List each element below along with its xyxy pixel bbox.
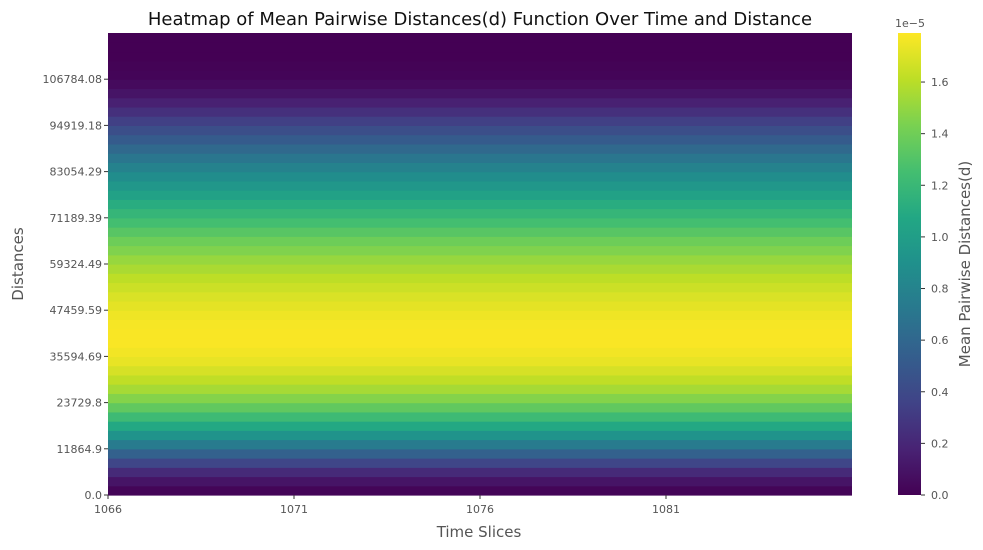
heatmap-row-27	[108, 236, 852, 247]
y-tick-label: 0.0	[85, 489, 103, 502]
heatmap-row-22	[108, 282, 852, 293]
chart-title: Heatmap of Mean Pairwise Distances(d) Fu…	[148, 9, 812, 30]
heatmap-row-31	[108, 199, 852, 210]
y-tick-label: 47459.59	[50, 304, 103, 317]
heatmap-row-32	[108, 190, 852, 200]
heatmap-row-3	[108, 458, 852, 468]
heatmap-row-30	[108, 208, 852, 219]
heatmap-row-39	[108, 125, 852, 136]
heatmap-row-14	[108, 356, 852, 367]
y-tick-label: 23729.8	[57, 397, 103, 410]
colorbar-tick-label: 0.6	[931, 334, 949, 347]
heatmap-row-5	[108, 439, 852, 450]
heatmap-row-29	[108, 217, 852, 228]
heatmap-row-18	[108, 319, 852, 330]
heatmap-row-15	[108, 347, 852, 357]
heatmap-row-4	[108, 448, 852, 459]
heatmap-row-46	[108, 60, 852, 71]
heatmap-row-19	[108, 310, 852, 321]
colorbar-tick-label: 0.2	[931, 437, 949, 450]
heatmap-row-44	[108, 79, 852, 90]
x-tick-label: 1076	[466, 503, 494, 516]
heatmap-row-17	[108, 328, 852, 339]
heatmap-row-43	[108, 88, 852, 99]
heatmap-row-35	[108, 162, 852, 173]
heatmap-row-2	[108, 467, 852, 478]
heatmap-row-25	[108, 254, 852, 265]
colorbar-tick-label: 0.4	[931, 386, 949, 399]
x-axis-ticks: 1066 1071 1076 1081	[94, 495, 680, 516]
heatmap-row-12	[108, 374, 852, 385]
heatmap-row-36	[108, 153, 852, 163]
heatmap-row-40	[108, 116, 852, 126]
heatmap-row-42	[108, 97, 852, 108]
x-tick-label: 1081	[652, 503, 680, 516]
heatmap-row-9	[108, 402, 852, 413]
heatmap-row-41	[108, 106, 852, 117]
y-axis-label: Distances	[9, 227, 27, 301]
x-tick-label: 1071	[280, 503, 308, 516]
heatmap-cells	[108, 33, 852, 496]
colorbar-tick-label: 1.0	[931, 231, 949, 244]
heatmap-row-24	[108, 264, 852, 274]
heatmap-row-13	[108, 365, 852, 376]
y-axis-ticks: 0.0 11864.9 23729.8 35594.69 47459.59 59324.4…	[43, 73, 108, 502]
colorbar-tick-label: 0.0	[931, 489, 949, 502]
heatmap-row-48	[108, 42, 852, 53]
colorbar-gradient	[898, 33, 921, 495]
heatmap-row-26	[108, 245, 852, 256]
heatmap-row-20	[108, 300, 852, 311]
heatmap-row-0	[108, 485, 852, 496]
x-axis-label: Time Slices	[436, 523, 522, 541]
heatmap-row-49	[108, 33, 852, 43]
y-tick-label: 59324.49	[50, 258, 103, 271]
heatmap-row-1	[108, 476, 852, 487]
y-tick-label: 83054.29	[50, 166, 103, 179]
colorbar-tick-label: 1.2	[931, 179, 949, 192]
heatmap-row-28	[108, 227, 852, 237]
y-tick-label: 94919.18	[50, 119, 103, 132]
heatmap-row-7	[108, 421, 852, 431]
colorbar-tick-label: 1.6	[931, 76, 949, 89]
heatmap-row-45	[108, 69, 852, 80]
heatmap-row-23	[108, 273, 852, 284]
colorbar-label: Mean Pairwise Distances(d)	[956, 161, 974, 367]
heatmap-row-47	[108, 51, 852, 62]
heatmap-row-38	[108, 134, 852, 145]
x-tick-label: 1066	[94, 503, 122, 516]
y-tick-label: 11864.9	[57, 443, 103, 456]
colorbar-tick-label: 1.4	[931, 128, 949, 141]
heatmap-row-11	[108, 384, 852, 394]
y-tick-label: 106784.08	[43, 73, 103, 86]
colorbar: 0.0 0.2 0.4 0.6 0.8 1.0 1.2 1.4 1.6	[898, 33, 949, 502]
heatmap-row-37	[108, 143, 852, 154]
heatmap-row-34	[108, 171, 852, 182]
heatmap-row-8	[108, 411, 852, 422]
heatmap-row-33	[108, 180, 852, 191]
y-tick-label: 35594.69	[50, 350, 103, 363]
heatmap-row-21	[108, 291, 852, 302]
y-tick-label: 71189.39	[50, 212, 103, 225]
heatmap-row-6	[108, 430, 852, 441]
colorbar-scale-text: 1e−5	[895, 17, 925, 30]
colorbar-tick-label: 0.8	[931, 283, 949, 296]
heatmap-row-10	[108, 393, 852, 404]
heatmap-row-16	[108, 337, 852, 348]
